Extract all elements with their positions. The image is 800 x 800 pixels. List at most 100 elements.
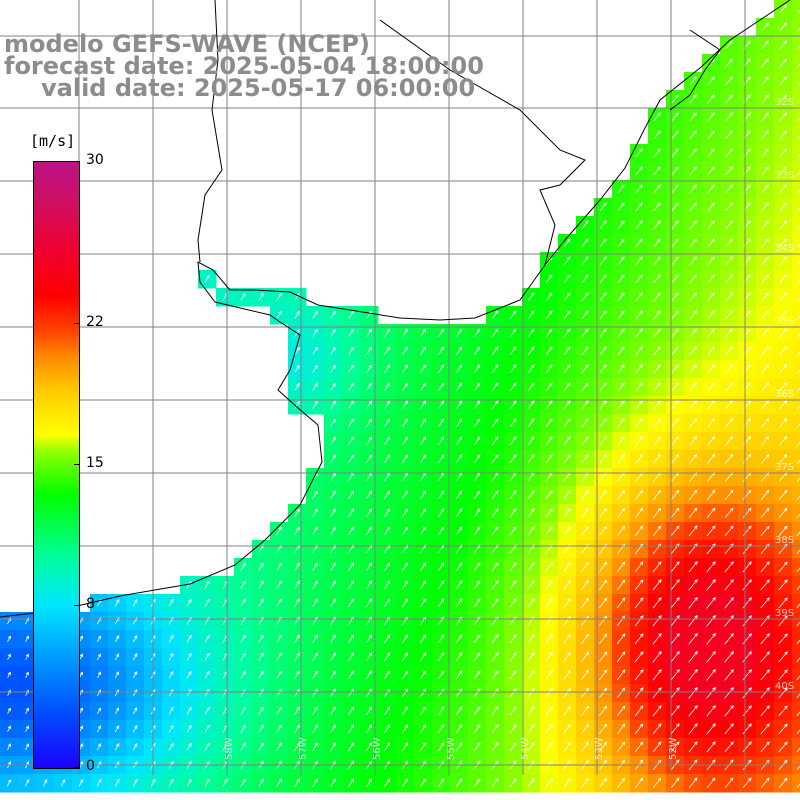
wind-arrow <box>671 328 679 338</box>
longitude-label: 54W <box>520 737 531 760</box>
wind-arrow <box>419 778 427 788</box>
wind-arrow <box>7 635 11 643</box>
wind-arrow <box>330 706 336 716</box>
wind-arrow <box>312 652 318 662</box>
wind-speed-cell <box>792 522 800 541</box>
wind-arrow <box>384 598 391 608</box>
wind-speed-cell <box>792 594 800 613</box>
wind-arrow <box>581 454 589 464</box>
wind-arrow <box>724 651 734 663</box>
wind-arrow <box>779 148 787 158</box>
wind-arrow <box>527 328 535 338</box>
wind-arrow <box>670 614 680 627</box>
wind-arrow <box>670 650 680 663</box>
wind-arrow <box>491 364 499 374</box>
wind-arrow <box>545 562 553 572</box>
wind-arrow <box>204 634 210 643</box>
wind-arrow <box>725 202 733 212</box>
wind-arrow <box>419 742 427 752</box>
wind-arrow <box>635 202 643 212</box>
wind-arrow <box>276 598 282 608</box>
wind-arrow <box>761 112 769 122</box>
wind-arrow <box>779 166 787 176</box>
wind-arrow <box>563 633 571 644</box>
wind-arrow <box>348 652 355 662</box>
wind-arrow <box>688 525 698 537</box>
wind-arrow <box>761 166 769 176</box>
wind-arrow <box>581 220 589 230</box>
wind-arrow <box>779 94 787 104</box>
wind-arrow <box>258 724 264 733</box>
wind-arrow <box>545 328 553 338</box>
wind-arrow <box>617 364 625 374</box>
wind-arrow <box>760 597 770 609</box>
wind-arrow <box>96 635 102 643</box>
wind-arrow <box>527 364 535 374</box>
wind-arrow <box>742 489 752 500</box>
wind-arrow <box>796 711 800 717</box>
wind-arrow <box>617 346 625 356</box>
wind-arrow <box>384 526 391 536</box>
wind-arrow <box>760 669 770 681</box>
wind-arrow <box>222 778 228 788</box>
wind-arrow <box>25 635 29 643</box>
wind-arrow <box>671 184 679 194</box>
wind-arrow <box>437 454 445 464</box>
wind-arrow <box>688 579 698 591</box>
wind-arrow <box>527 382 535 392</box>
wind-arrow <box>294 634 300 644</box>
wind-arrow <box>707 364 715 374</box>
wind-arrow <box>599 346 607 356</box>
wind-arrow <box>527 310 535 320</box>
wind-arrow <box>312 526 318 536</box>
wind-arrow <box>797 279 800 284</box>
wind-arrow <box>545 723 553 734</box>
wind-arrow <box>186 670 192 679</box>
wind-arrow <box>240 634 246 643</box>
wind-arrow <box>545 651 553 662</box>
wind-arrow <box>652 651 662 663</box>
wind-arrow <box>545 382 553 392</box>
wind-arrow <box>688 687 698 699</box>
wind-arrow <box>25 743 30 751</box>
wind-arrow <box>724 615 734 627</box>
wind-arrow <box>437 490 445 500</box>
wind-arrow <box>330 670 336 680</box>
wind-arrow <box>779 436 788 446</box>
wind-arrow <box>797 405 800 410</box>
wind-arrow <box>330 688 336 698</box>
wind-arrow <box>527 670 535 680</box>
wind-arrow <box>419 634 427 644</box>
wind-arrow <box>545 274 553 284</box>
wind-arrow <box>617 184 625 194</box>
wind-arrow <box>742 687 752 699</box>
wind-arrow <box>725 435 734 446</box>
wind-arrow <box>509 580 517 590</box>
wind-arrow <box>366 778 373 788</box>
wind-arrow <box>330 436 336 445</box>
wind-arrow <box>581 687 589 698</box>
wind-arrow <box>7 653 11 660</box>
wind-arrow <box>258 778 264 788</box>
wind-arrow <box>294 382 300 391</box>
wind-arrow <box>599 507 607 518</box>
wind-speed-cell <box>792 702 800 721</box>
wind-arrow <box>617 454 625 464</box>
wind-arrow <box>670 489 680 500</box>
wind-arrow <box>761 76 769 86</box>
wind-arrow <box>114 725 120 733</box>
wind-speed-cell <box>792 432 800 451</box>
wind-arrow <box>545 418 553 428</box>
wind-arrow <box>455 778 463 788</box>
wind-arrow <box>635 777 644 788</box>
wind-arrow <box>402 364 409 374</box>
wind-speed-cell <box>792 720 800 739</box>
wind-arrow <box>761 364 770 374</box>
wind-arrow <box>581 561 589 572</box>
wind-arrow <box>599 705 608 716</box>
wind-arrow <box>527 400 535 410</box>
wind-arrow <box>599 274 607 284</box>
wind-arrow <box>653 238 661 248</box>
wind-arrow <box>724 579 734 591</box>
wind-arrow <box>779 220 787 230</box>
